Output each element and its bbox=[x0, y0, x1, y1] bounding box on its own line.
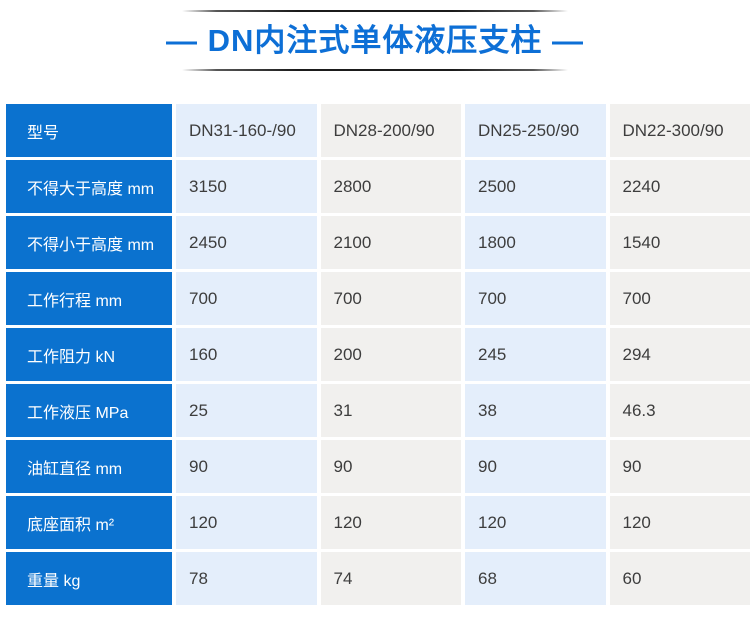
table-cell: 90 bbox=[176, 440, 317, 493]
table-cell: 25 bbox=[176, 384, 317, 437]
table-cell: 700 bbox=[609, 272, 750, 325]
model-cell-4: DN22-300/90 bbox=[609, 104, 750, 157]
title-divider-top bbox=[182, 10, 568, 12]
table-cell: 74 bbox=[320, 552, 461, 605]
table-cell: 120 bbox=[176, 496, 317, 549]
table-cell: 46.3 bbox=[609, 384, 750, 437]
page-title: — DN内注式单体液压支柱 — bbox=[166, 23, 584, 58]
table-cell: 245 bbox=[465, 328, 606, 381]
table-cell: 120 bbox=[609, 496, 750, 549]
row-header-stroke: 工作行程 mm bbox=[6, 272, 172, 325]
table-cell: 2450 bbox=[176, 216, 317, 269]
table-cell: 38 bbox=[465, 384, 606, 437]
model-cell-3: DN25-250/90 bbox=[465, 104, 606, 157]
table-cell: 120 bbox=[320, 496, 461, 549]
table-cell: 2500 bbox=[465, 160, 606, 213]
row-header-max-height: 不得大于高度 mm bbox=[6, 160, 172, 213]
table-cell: 90 bbox=[320, 440, 461, 493]
table-cell: 700 bbox=[465, 272, 606, 325]
row-header-pressure: 工作液压 MPa bbox=[6, 384, 172, 437]
table-cell: 120 bbox=[465, 496, 606, 549]
row-header-model: 型号 bbox=[6, 104, 172, 157]
table-cell: 1800 bbox=[465, 216, 606, 269]
table-cell: 700 bbox=[320, 272, 461, 325]
model-cell-2: DN28-200/90 bbox=[320, 104, 461, 157]
table-cell: 3150 bbox=[176, 160, 317, 213]
table-cell: 31 bbox=[320, 384, 461, 437]
table-cell: 78 bbox=[176, 552, 317, 605]
row-header-weight: 重量 kg bbox=[6, 552, 172, 605]
table-cell: 2800 bbox=[320, 160, 461, 213]
table-cell: 60 bbox=[609, 552, 750, 605]
row-header-cylinder-diameter: 油缸直径 mm bbox=[6, 440, 172, 493]
table-cell: 1540 bbox=[609, 216, 750, 269]
table-cell: 160 bbox=[176, 328, 317, 381]
table-cell: 2100 bbox=[320, 216, 461, 269]
spec-table: 型号 DN31-160-/90 DN28-200/90 DN25-250/90 … bbox=[6, 104, 750, 605]
table-cell: 90 bbox=[609, 440, 750, 493]
table-cell: 294 bbox=[609, 328, 750, 381]
table-cell: 200 bbox=[320, 328, 461, 381]
row-header-base-area: 底座面积 m² bbox=[6, 496, 172, 549]
table-cell: 90 bbox=[465, 440, 606, 493]
title-block: — DN内注式单体液压支柱 — bbox=[0, 0, 750, 71]
table-cell: 700 bbox=[176, 272, 317, 325]
table-cell: 68 bbox=[465, 552, 606, 605]
row-header-min-height: 不得小于高度 mm bbox=[6, 216, 172, 269]
table-cell: 2240 bbox=[609, 160, 750, 213]
model-cell-1: DN31-160-/90 bbox=[176, 104, 317, 157]
title-divider-bottom bbox=[182, 69, 568, 71]
row-header-resistance: 工作阻力 kN bbox=[6, 328, 172, 381]
